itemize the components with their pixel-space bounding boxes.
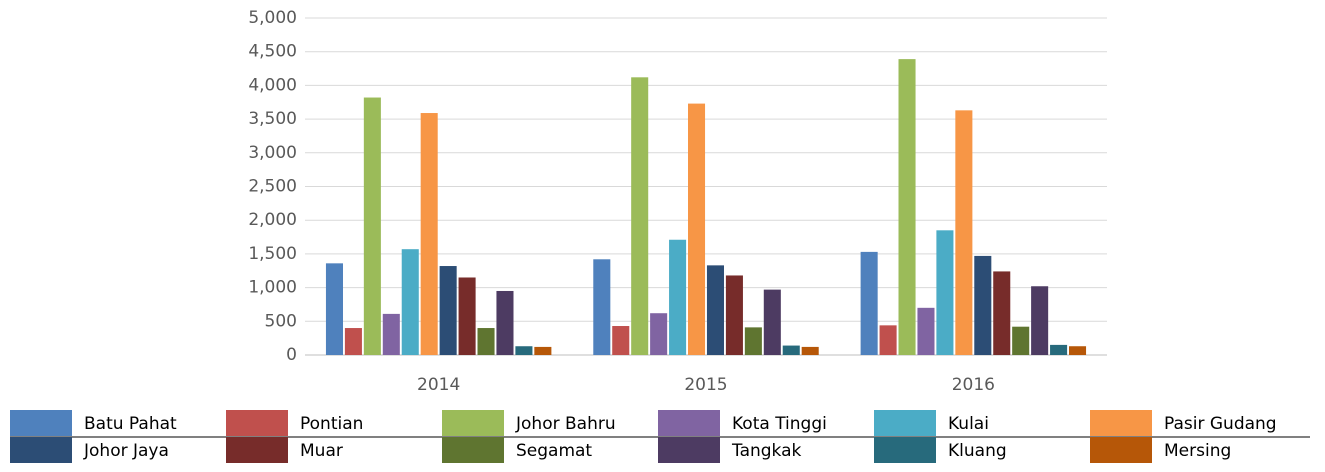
legend-label: Kota Tinggi bbox=[732, 414, 827, 434]
bar bbox=[1069, 346, 1087, 355]
legend-label: Pasir Gudang bbox=[1164, 414, 1277, 434]
bar bbox=[382, 313, 400, 355]
bar bbox=[936, 230, 954, 355]
bar bbox=[401, 249, 419, 355]
legend-label: Batu Pahat bbox=[84, 414, 177, 434]
bar bbox=[439, 266, 457, 355]
bar bbox=[612, 326, 630, 355]
bar bbox=[325, 263, 343, 355]
legend-swatch bbox=[442, 410, 504, 436]
bar bbox=[420, 113, 438, 355]
legend-label: Tangkak bbox=[731, 441, 802, 461]
legend-swatch bbox=[658, 437, 720, 463]
bar bbox=[860, 251, 878, 355]
x-tick-label: 2016 bbox=[952, 375, 995, 395]
bar bbox=[725, 275, 743, 355]
bar bbox=[744, 327, 762, 355]
bar bbox=[650, 313, 668, 355]
bar bbox=[1050, 344, 1068, 355]
legend-label: Johor Bahru bbox=[515, 414, 616, 434]
bar bbox=[515, 346, 533, 355]
bar bbox=[706, 265, 724, 355]
legend-swatch bbox=[874, 410, 936, 436]
y-tick-label: 4,500 bbox=[248, 42, 297, 62]
y-tick-label: 3,000 bbox=[248, 143, 297, 163]
bar bbox=[496, 290, 514, 355]
bar bbox=[993, 271, 1011, 355]
bar bbox=[763, 289, 781, 355]
y-tick-label: 1,500 bbox=[248, 244, 297, 264]
legend-swatch bbox=[442, 437, 504, 463]
y-tick-label: 500 bbox=[265, 311, 297, 331]
y-tick-label: 2,000 bbox=[248, 210, 297, 230]
bar bbox=[593, 259, 611, 355]
bar bbox=[669, 239, 687, 355]
bar bbox=[688, 103, 706, 356]
bar bbox=[344, 328, 362, 355]
legend-label: Kluang bbox=[948, 441, 1007, 461]
legend-swatch bbox=[10, 410, 72, 436]
bar bbox=[782, 345, 800, 355]
bar bbox=[363, 97, 381, 356]
bar bbox=[801, 346, 819, 355]
bar bbox=[974, 255, 992, 355]
legend-label: Mersing bbox=[1164, 441, 1231, 461]
bar bbox=[631, 77, 649, 355]
legend-swatch bbox=[1090, 437, 1152, 463]
bar bbox=[917, 307, 935, 355]
legend-swatch bbox=[226, 437, 288, 463]
legend-label: Pontian bbox=[300, 414, 363, 434]
y-tick-label: 4,000 bbox=[248, 75, 297, 95]
legend-swatch bbox=[874, 437, 936, 463]
bar bbox=[879, 325, 897, 355]
legend-swatch bbox=[658, 410, 720, 436]
x-tick-label: 2014 bbox=[417, 375, 460, 395]
y-tick-label: 1,000 bbox=[248, 278, 297, 298]
legend-label: Kulai bbox=[948, 414, 989, 434]
bar bbox=[534, 346, 552, 355]
legend-swatch bbox=[1090, 410, 1152, 436]
y-tick-label: 3,500 bbox=[248, 109, 297, 129]
y-tick-label: 2,500 bbox=[248, 177, 297, 197]
bar bbox=[955, 110, 973, 355]
bar bbox=[1031, 286, 1049, 355]
legend-swatch bbox=[10, 437, 72, 463]
legend-label: Muar bbox=[300, 441, 343, 461]
legend-label: Johor Jaya bbox=[83, 441, 169, 461]
bar bbox=[898, 59, 916, 355]
bar bbox=[477, 328, 495, 355]
bar bbox=[458, 277, 476, 355]
x-tick-label: 2015 bbox=[684, 375, 727, 395]
y-tick-label: 5,000 bbox=[248, 8, 297, 28]
y-tick-label: 0 bbox=[286, 345, 297, 365]
bar bbox=[1012, 326, 1030, 355]
legend-swatch bbox=[226, 410, 288, 436]
legend-label: Segamat bbox=[516, 441, 592, 461]
